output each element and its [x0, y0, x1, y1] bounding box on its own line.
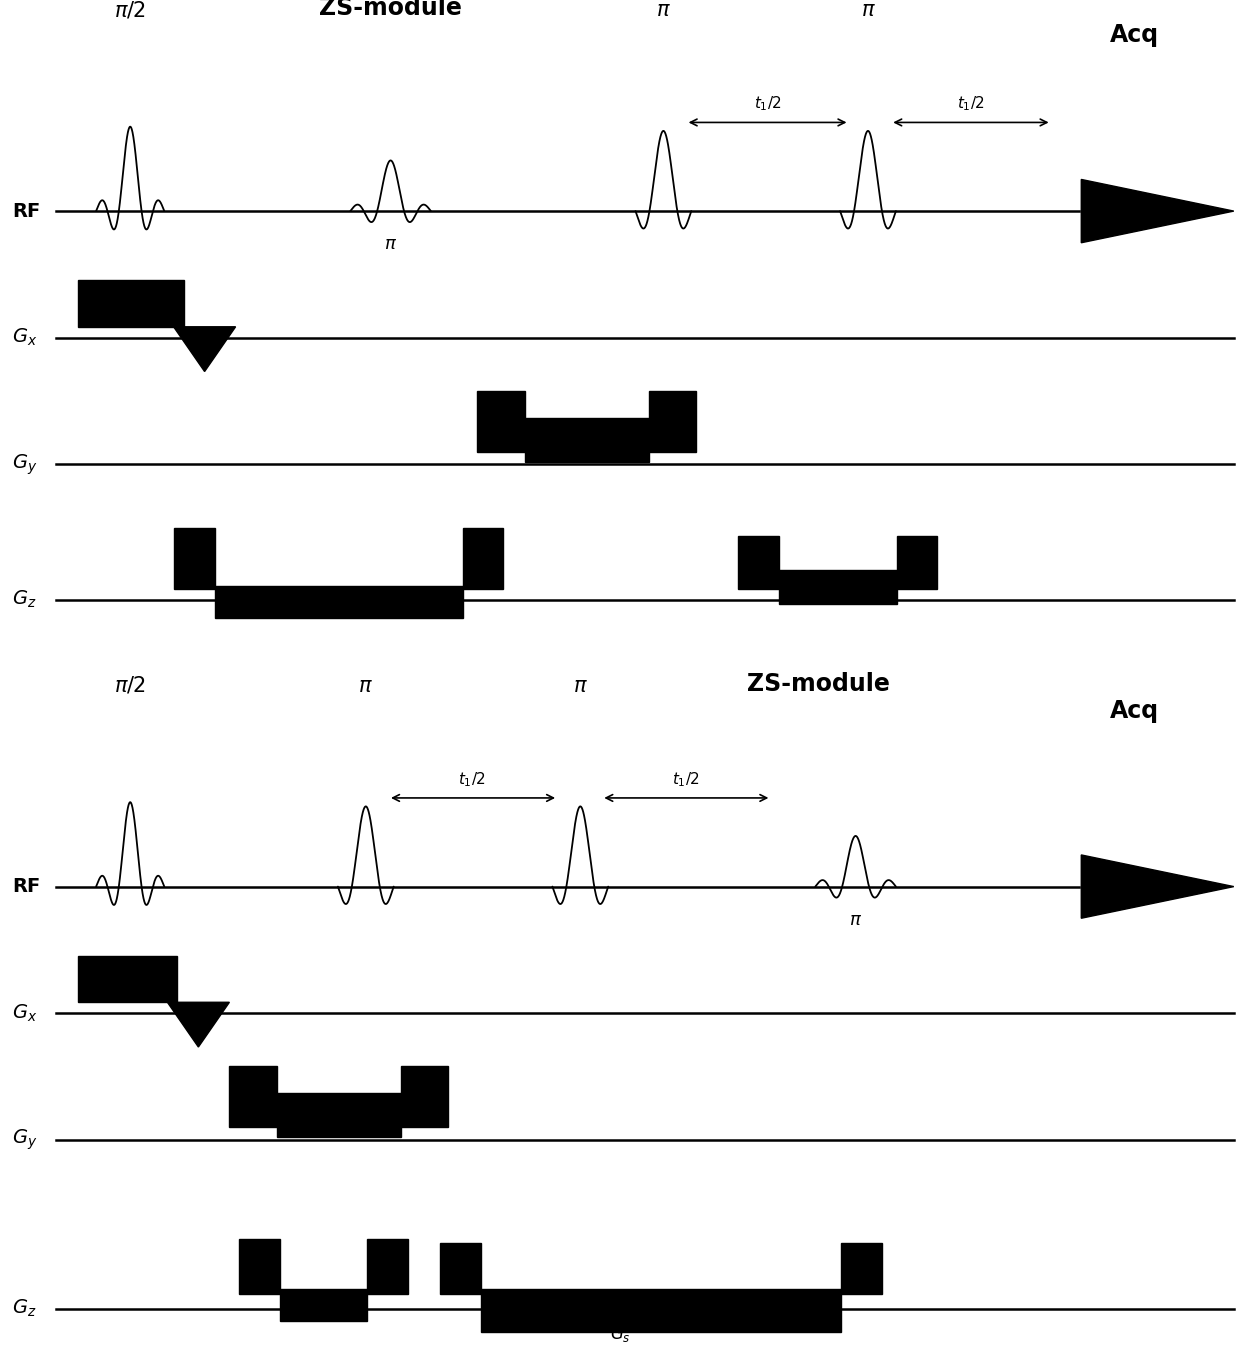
- Bar: [481, 1289, 841, 1332]
- Bar: [229, 1066, 277, 1127]
- Bar: [215, 586, 463, 619]
- Text: $\pi/2$: $\pi/2$: [114, 674, 146, 696]
- Text: $\pi$: $\pi$: [656, 0, 671, 20]
- Text: $G_y$: $G_y$: [12, 453, 37, 477]
- Text: $\pi$: $\pi$: [573, 676, 588, 696]
- Bar: [78, 955, 177, 1002]
- Text: $\pi$: $\pi$: [384, 235, 397, 254]
- Text: Acq: Acq: [1110, 698, 1159, 723]
- Polygon shape: [1081, 855, 1234, 919]
- Bar: [463, 528, 503, 589]
- Text: $G_z$: $G_z$: [12, 1298, 37, 1320]
- Polygon shape: [1081, 180, 1234, 243]
- Text: $G_z$: $G_z$: [12, 589, 37, 611]
- Bar: [277, 1093, 401, 1138]
- Text: $t_1/2$: $t_1/2$: [754, 95, 781, 113]
- Bar: [525, 417, 649, 462]
- Bar: [779, 570, 897, 604]
- Text: $\pi/2$: $\pi/2$: [114, 0, 146, 20]
- Text: Acq: Acq: [1110, 23, 1159, 47]
- Polygon shape: [167, 1002, 229, 1047]
- Text: $t_1/2$: $t_1/2$: [672, 770, 699, 789]
- Text: $\pi$: $\pi$: [358, 676, 373, 696]
- Bar: [841, 1243, 882, 1294]
- Text: $G_x$: $G_x$: [12, 327, 37, 349]
- Text: $t_1/2$: $t_1/2$: [459, 770, 486, 789]
- Text: $\pi$: $\pi$: [849, 911, 862, 929]
- Bar: [280, 1289, 367, 1321]
- Text: $G_x$: $G_x$: [12, 1002, 37, 1024]
- Bar: [174, 528, 215, 589]
- Text: RF: RF: [12, 877, 41, 896]
- Bar: [401, 1066, 448, 1127]
- Bar: [738, 536, 779, 589]
- Text: RF: RF: [12, 201, 41, 220]
- Bar: [239, 1239, 280, 1294]
- Bar: [897, 536, 937, 589]
- Text: $G_s$: $G_s$: [610, 1324, 630, 1344]
- Bar: [78, 281, 184, 327]
- Text: ZS-module: ZS-module: [319, 0, 463, 20]
- Bar: [367, 1239, 408, 1294]
- Text: $G_y$: $G_y$: [12, 1128, 37, 1152]
- Text: ZS-module: ZS-module: [746, 671, 890, 696]
- Text: $G_s$: $G_s$: [288, 596, 308, 616]
- Bar: [477, 390, 525, 451]
- Bar: [440, 1243, 481, 1294]
- Text: $\pi$: $\pi$: [861, 0, 875, 20]
- Polygon shape: [174, 327, 236, 372]
- Text: $t_1/2$: $t_1/2$: [957, 95, 985, 113]
- Bar: [649, 390, 696, 451]
